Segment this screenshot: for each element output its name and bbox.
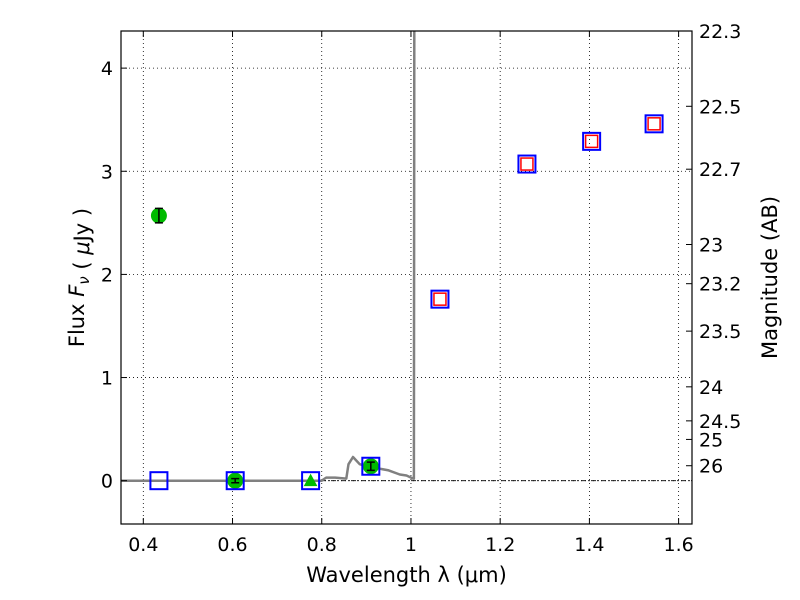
model-photometry-marker — [149, 471, 169, 491]
model-photometry-marker — [301, 471, 321, 491]
upper-limit-marker — [520, 157, 534, 171]
model-photometry-marker — [517, 154, 537, 174]
upper-limit-marker — [584, 134, 599, 149]
upper-limit-marker — [433, 292, 447, 306]
model-photometry-marker — [225, 471, 245, 491]
plot-frame — [120, 30, 693, 525]
x-tick-label: 0.8 — [307, 534, 337, 556]
x-tick-label: 1.4 — [574, 534, 604, 556]
y-tick-label: 3 — [101, 161, 113, 183]
y2-tick-label: 24 — [699, 377, 723, 399]
observed-point-triangle — [303, 473, 318, 487]
y-tick-label: 1 — [101, 368, 113, 390]
y2-tick-label: 22.7 — [699, 159, 741, 181]
photometry-markers — [149, 114, 664, 491]
grid-lines — [121, 31, 692, 524]
x-axis-ticks: 0.4 0.6 0.8 1 1.2 1.4 1.6 — [128, 31, 694, 556]
upper-limit-marker — [647, 117, 661, 131]
model-photometry-marker — [361, 456, 381, 476]
x-axis-label: Wavelength λ (μm) — [306, 563, 507, 587]
y2-tick-label: 24.5 — [699, 411, 741, 433]
x-tick-label: 0.4 — [128, 534, 158, 556]
y2-tick-label: 26 — [699, 456, 723, 478]
x-tick-label: 1.2 — [485, 534, 515, 556]
y-tick-label: 0 — [101, 471, 113, 493]
x-tick-label: 1 — [405, 534, 417, 556]
model-photometry-marker — [430, 289, 450, 309]
y-axis-ticks: 0 1 2 3 4 — [101, 58, 127, 493]
y2-tick-label: 25 — [699, 429, 723, 451]
x-tick-label: 0.6 — [217, 534, 247, 556]
y2-tick-label: 23 — [699, 234, 723, 256]
sed-model-curve — [121, 30, 416, 482]
sed-model-line — [121, 30, 416, 482]
y2-tick-label: 22.3 — [699, 21, 741, 43]
x-tick-label: 1.6 — [664, 534, 694, 556]
y2-axis-label: Magnitude (AB) — [758, 196, 782, 359]
y2-tick-label: 23.5 — [699, 321, 741, 343]
y-axis-label: Flux Fν ( μJy ) — [65, 208, 94, 347]
model-photometry-marker — [582, 131, 602, 151]
y2-tick-label: 22.5 — [699, 96, 741, 118]
y-tick-label: 4 — [101, 58, 113, 80]
y2-axis-ticks: 22.3 22.5 22.7 23 23.2 23.5 24 24.525 26 — [686, 21, 741, 478]
y-tick-label: 2 — [101, 264, 113, 286]
model-photometry-marker — [644, 114, 664, 134]
y2-tick-label: 23.2 — [699, 274, 741, 296]
